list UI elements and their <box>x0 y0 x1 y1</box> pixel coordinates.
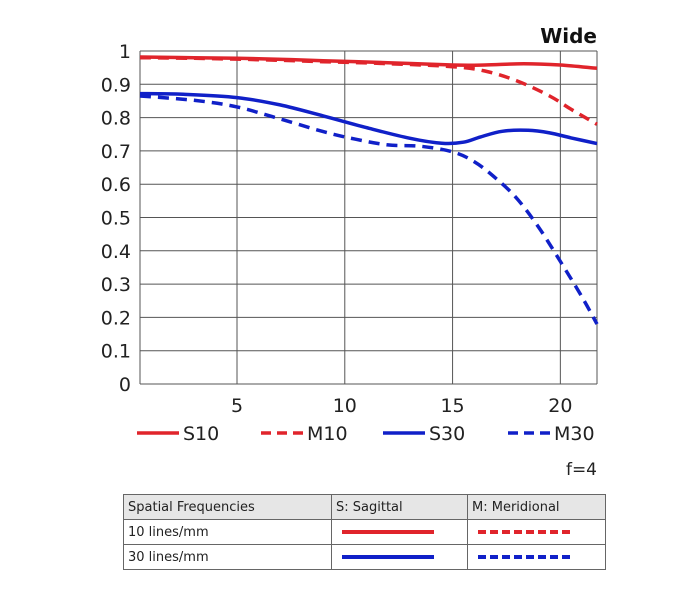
legend-label-m10: M10 <box>307 423 348 445</box>
series-line-s10 <box>139 55 598 71</box>
header-meridional: M: Meridional <box>467 494 606 520</box>
series-line-m10 <box>139 55 598 126</box>
legend-label-s30: S30 <box>429 423 465 445</box>
y-tick-label: 0.6 <box>101 174 131 196</box>
table-row-10: 10 lines/mm <box>123 519 606 545</box>
row-label-30: 30 lines/mm <box>123 544 332 570</box>
legend-label-m30: M30 <box>554 423 595 445</box>
plot-grid <box>139 50 598 385</box>
sagittal-swatch-cell-30 <box>331 544 468 570</box>
y-tick-label: 0.8 <box>101 108 131 130</box>
frequency-table: Spatial Frequencies S: Sagittal M: Merid… <box>123 494 606 570</box>
meridional-10-swatch <box>478 530 570 534</box>
row-label-10: 10 lines/mm <box>123 519 332 545</box>
y-tick-label: 0.5 <box>101 208 131 230</box>
y-tick-label: 0.9 <box>101 74 131 96</box>
y-tick-label: 0.1 <box>101 341 131 363</box>
sagittal-swatch-cell-10 <box>331 519 468 545</box>
mtf-chart: Wide 0 0.1 0.2 0.3 0.4 0.5 0.6 0.7 0.8 0.9 1 5 10 15… <box>101 24 599 480</box>
header-sagittal: S: Sagittal <box>331 494 468 520</box>
header-spatial-frequencies: Spatial Frequencies <box>123 494 332 520</box>
y-tick-label: 1 <box>119 41 131 63</box>
y-tick-label: 0.3 <box>101 274 131 296</box>
x-tick-label: 20 <box>548 395 572 417</box>
sagittal-10-swatch <box>342 530 434 534</box>
y-tick-label: 0 <box>119 374 131 396</box>
x-tick-label: 5 <box>231 395 243 417</box>
x-tick-label: 15 <box>440 395 464 417</box>
table-row-30: 30 lines/mm <box>123 544 606 570</box>
sagittal-30-swatch <box>342 555 434 559</box>
y-tick-label: 0.2 <box>101 307 131 329</box>
meridional-swatch-cell-10 <box>467 519 606 545</box>
chart-title: Wide <box>540 24 597 48</box>
series-lines <box>139 55 599 325</box>
series-line-s30 <box>139 91 598 146</box>
y-axis-ticks: 0 0.1 0.2 0.3 0.4 0.5 0.6 0.7 0.8 0.9 1 <box>101 41 131 396</box>
y-tick-label: 0.7 <box>101 141 131 163</box>
y-tick-label: 0.4 <box>101 241 131 263</box>
meridional-swatch-cell-30 <box>467 544 606 570</box>
legend: S10 M10 S30 M30 <box>137 423 595 445</box>
table-header-row: Spatial Frequencies S: Sagittal M: Merid… <box>123 494 606 520</box>
x-axis-ticks: 5 10 15 20 <box>231 395 572 417</box>
x-tick-label: 10 <box>333 395 357 417</box>
aperture-label: f=4 <box>566 460 597 480</box>
series-line-m30 <box>139 94 599 325</box>
legend-label-s10: S10 <box>183 423 219 445</box>
meridional-30-swatch <box>478 555 570 559</box>
